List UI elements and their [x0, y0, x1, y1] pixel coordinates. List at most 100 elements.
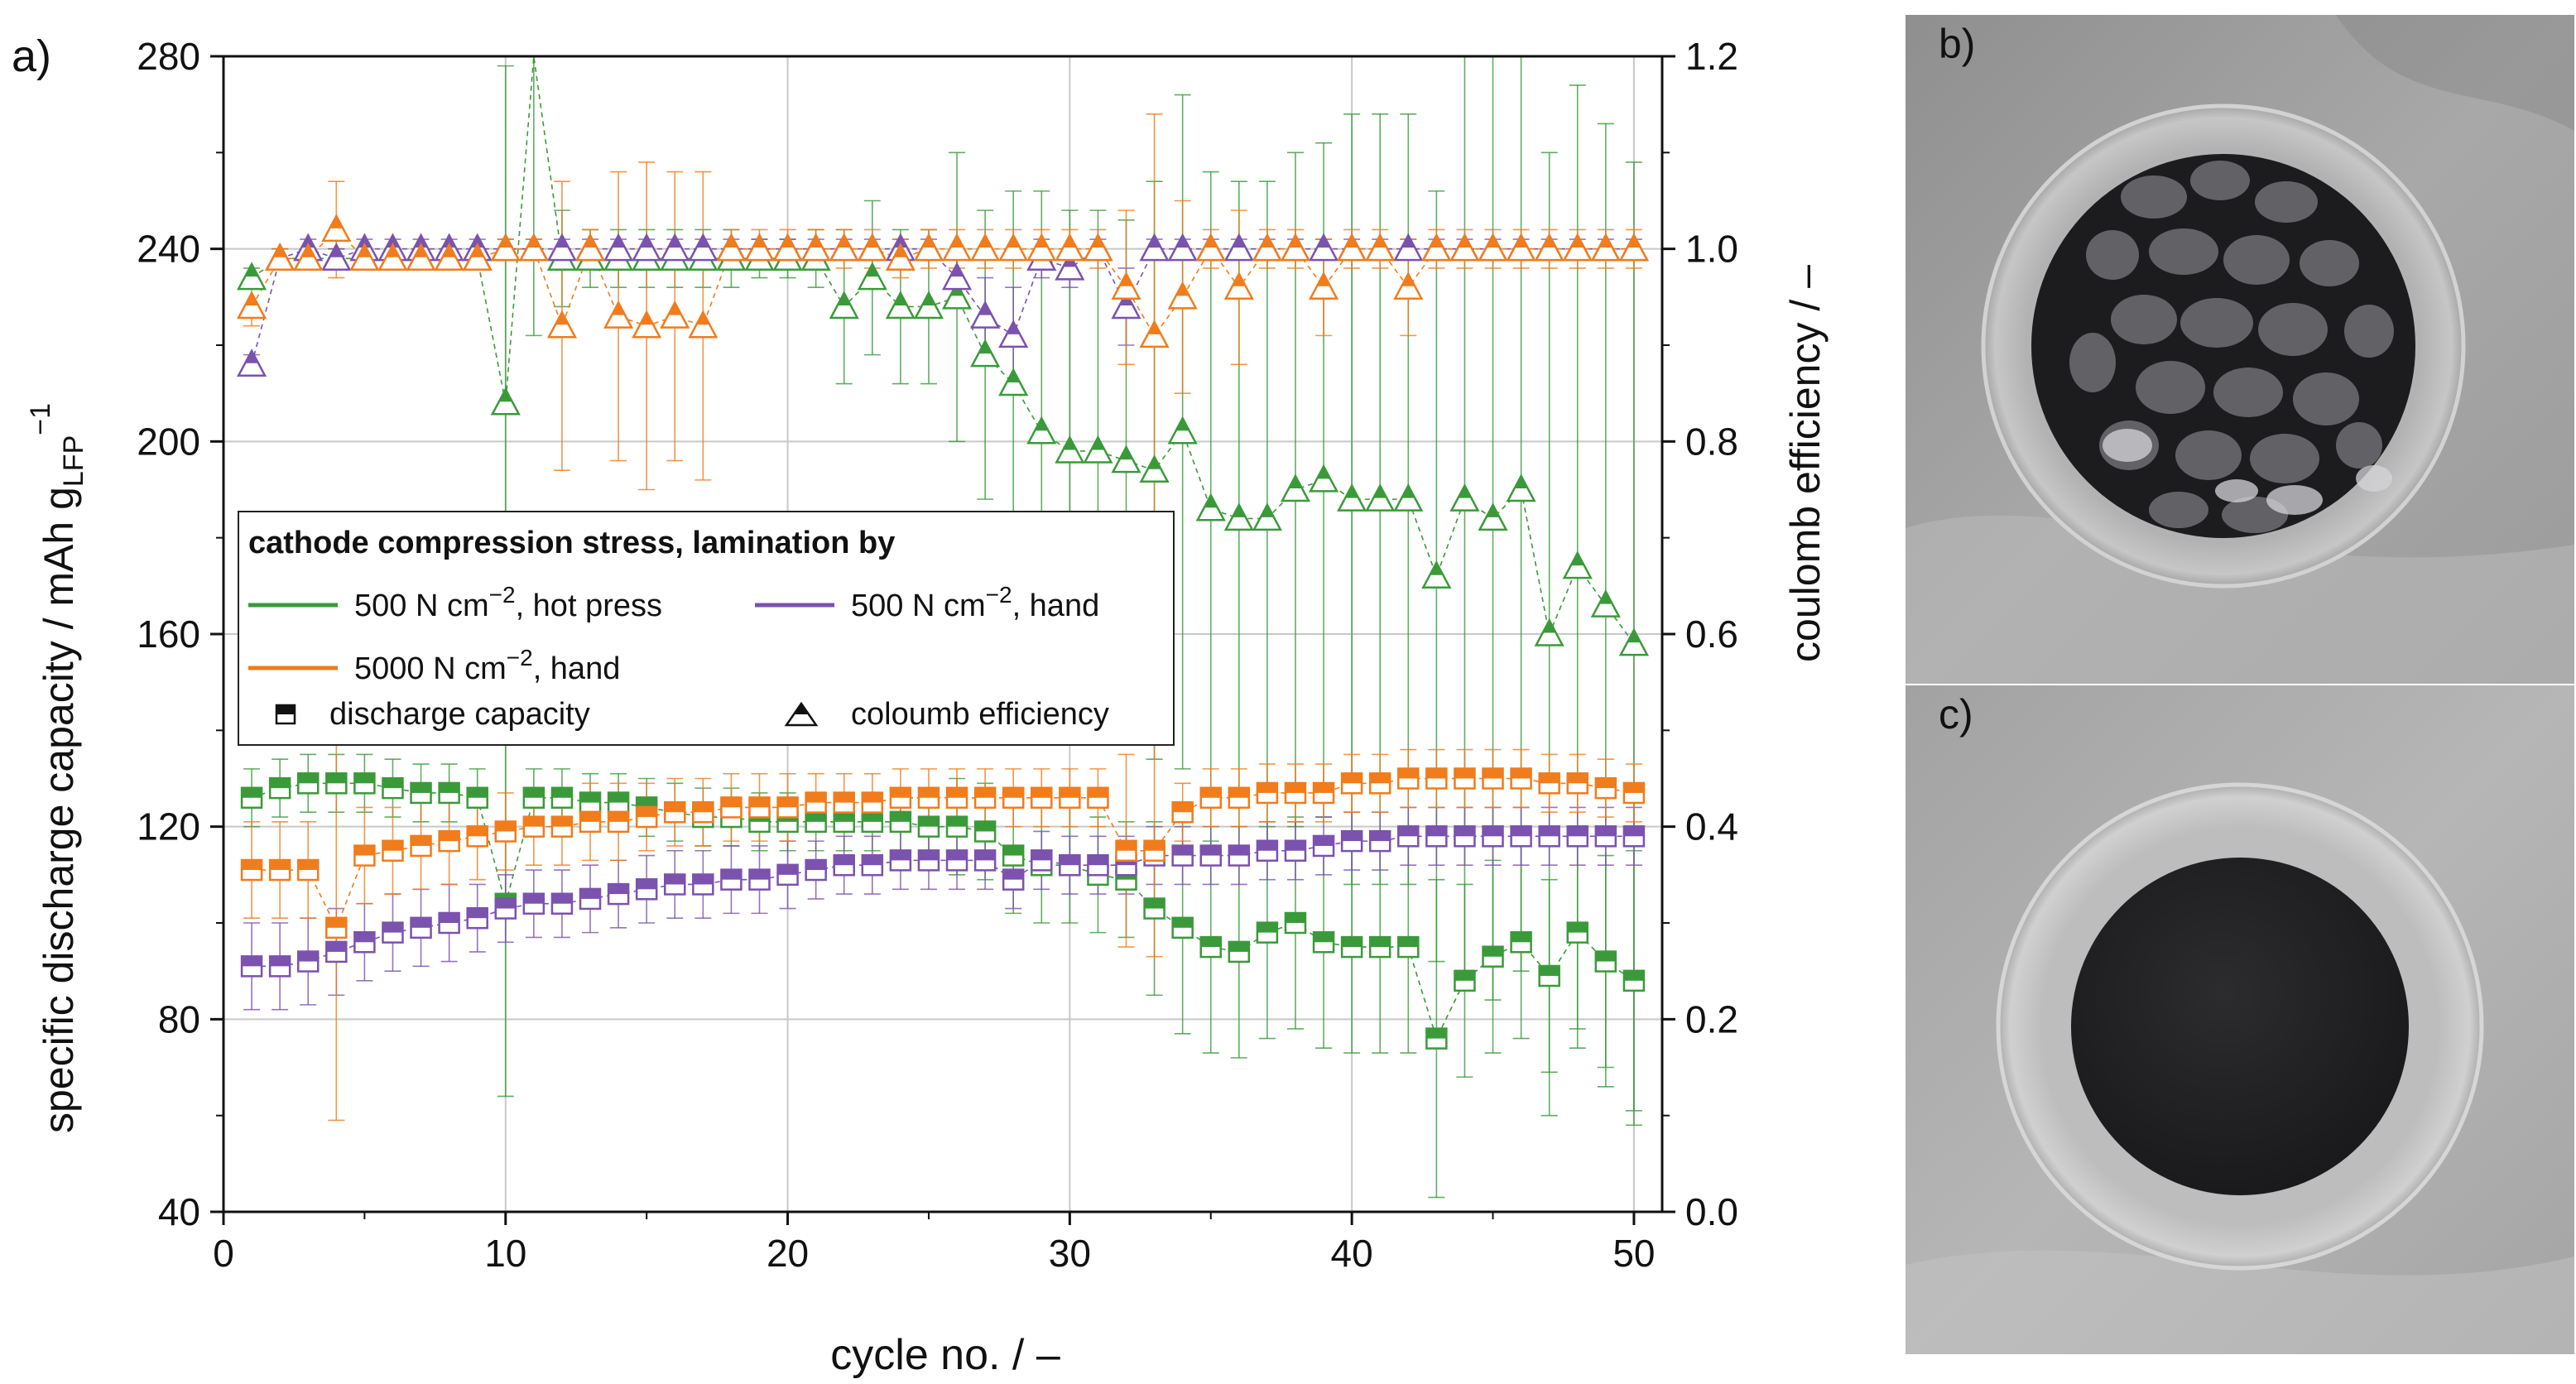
efficiency-point-fill: [1147, 321, 1161, 334]
efficiency-point-fill: [245, 264, 259, 277]
efficiency-point-fill: [1119, 273, 1133, 286]
efficiency-point: [660, 300, 690, 329]
efficiency-point: [941, 262, 973, 291]
efficiency-point-fill: [1091, 235, 1105, 248]
capacity-point: [268, 776, 291, 800]
efficiency-point-outline: [998, 233, 1029, 262]
capacity-point-fill: [918, 787, 939, 798]
efficiency-point-fill: [809, 235, 823, 248]
efficiency-point-fill: [1486, 504, 1500, 517]
capacity-point: [1454, 767, 1476, 790]
efficiency-point-fill: [273, 244, 287, 257]
capacity-point: [1199, 935, 1222, 959]
efficiency-point-fill: [1232, 273, 1246, 286]
efficiency-point-outline: [1478, 233, 1508, 262]
capacity-point-fill: [947, 787, 968, 798]
x-tick-label: 20: [767, 1232, 809, 1275]
efficiency-point-outline: [970, 233, 1001, 262]
capacity-point: [607, 882, 630, 906]
efficiency-point-fill: [358, 235, 372, 248]
efficiency-point-outline: [716, 233, 747, 262]
efficiency-point: [688, 310, 718, 339]
capacity-point: [1454, 825, 1476, 848]
efficiency-point: [1534, 233, 1564, 262]
capacity-point: [1368, 772, 1391, 795]
efficiency-point-outline: [236, 262, 267, 291]
capacity-point: [382, 921, 404, 944]
efficiency-point-outline: [1280, 233, 1311, 262]
capacity-point-fill: [1060, 787, 1080, 798]
capacity-point-fill: [1257, 922, 1277, 933]
efficiency-point-outline: [1139, 320, 1170, 348]
efficiency-point-fill: [1317, 466, 1331, 479]
efficiency-point-outline: [998, 320, 1029, 348]
capacity-point: [1397, 767, 1420, 790]
efficiency-point-outline: [772, 233, 803, 262]
efficiency-point-outline: [800, 233, 831, 262]
efficiency-point-fill: [555, 312, 569, 325]
capacity-point: [607, 791, 630, 814]
capacity-point-fill: [608, 811, 629, 822]
capacity-point: [522, 815, 545, 838]
efficiency-point-fill: [386, 235, 400, 248]
efficiency-point-outline: [1111, 291, 1141, 320]
capacity-point-fill: [890, 850, 911, 861]
legend-entry-hot-press: 500 N cm−2, hot press: [354, 582, 662, 623]
y-tick-label: 280: [137, 35, 200, 78]
efficiency-point: [632, 310, 662, 339]
capacity-point-fill: [608, 792, 629, 803]
capacity-point-fill: [890, 787, 911, 798]
efficiency-point: [1449, 233, 1480, 262]
efficiency-point: [1026, 416, 1057, 445]
capacity-point: [494, 897, 517, 920]
capacity-point-fill: [918, 850, 939, 861]
y2-tick-label: 0.0: [1685, 1190, 1738, 1233]
efficiency-point-fill: [1035, 235, 1049, 248]
efficiency-point-fill: [781, 235, 795, 248]
capacity-point-fill: [862, 792, 882, 803]
efficiency-point-outline: [1195, 233, 1226, 262]
efficiency-point-fill: [1570, 553, 1584, 566]
efficiency-point: [1252, 233, 1282, 262]
efficiency-point-fill: [470, 235, 484, 248]
efficiency-point-outline: [941, 233, 973, 262]
capacity-point: [1538, 772, 1560, 795]
capacity-point: [325, 940, 348, 964]
capacity-point: [833, 853, 855, 877]
capacity-point-fill: [1483, 826, 1503, 837]
efficiency-point-outline: [1308, 233, 1339, 262]
y-tick-label: 200: [137, 420, 200, 463]
y-tick-label: 120: [137, 805, 200, 848]
capacity-point-fill: [890, 811, 911, 822]
capacity-point: [296, 858, 320, 882]
capacity-point-fill: [637, 879, 657, 890]
efficiency-point-fill: [1627, 630, 1641, 643]
efficiency-point-fill: [1147, 456, 1161, 469]
capacity-point-fill: [1454, 768, 1475, 779]
capacity-point: [805, 810, 827, 834]
efficiency-point-outline: [1534, 233, 1564, 262]
capacity-point-fill: [1623, 970, 1644, 981]
x-tick-label: 0: [213, 1232, 234, 1275]
efficiency-point-fill: [442, 244, 456, 257]
capacity-point: [438, 911, 460, 935]
capacity-point: [1115, 839, 1137, 862]
y-tick-label: 80: [158, 997, 200, 1040]
efficiency-point-fill: [1373, 485, 1387, 498]
efficiency-point: [490, 387, 521, 416]
capacity-point-fill: [270, 778, 291, 789]
efficiency-point: [377, 243, 408, 272]
efficiency-point: [1393, 483, 1424, 512]
y-tick-label: 40: [158, 1190, 200, 1233]
efficiency-point: [772, 233, 803, 262]
efficiency-point: [998, 320, 1029, 348]
efficiency-point: [970, 233, 1001, 262]
efficiency-point-outline: [885, 291, 916, 320]
capacity-point: [438, 781, 460, 805]
capacity-point-fill: [1228, 845, 1249, 856]
y-axis-label-sub: LFP: [58, 435, 89, 487]
capacity-point-fill: [1314, 932, 1334, 943]
efficiency-point: [885, 243, 916, 272]
efficiency-point: [1337, 233, 1367, 262]
efficiency-point: [1195, 493, 1226, 521]
